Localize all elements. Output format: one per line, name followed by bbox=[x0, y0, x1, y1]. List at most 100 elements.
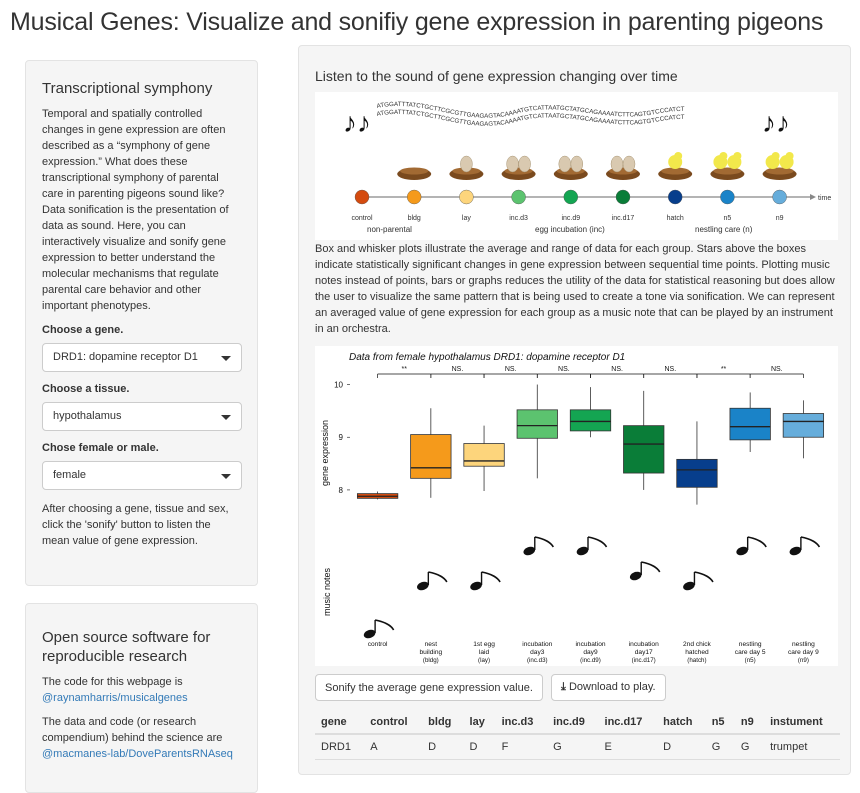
data-repo-link[interactable]: @macmanes-lab/DoveParentsRNAseq bbox=[42, 748, 233, 760]
nest-icon bbox=[501, 155, 536, 180]
table-cell: trumpet bbox=[764, 734, 840, 760]
music-note-lay bbox=[470, 571, 501, 591]
egg-icon bbox=[460, 155, 473, 173]
stage-label: bldg bbox=[408, 215, 421, 222]
box-bldg bbox=[410, 434, 452, 479]
sidebar-instructions: After choosing a gene, tissue and sex, c… bbox=[42, 503, 229, 547]
music-note-left-icon: ♪♪ bbox=[343, 107, 371, 138]
download-button[interactable]: ⤓ Download to play. bbox=[551, 674, 666, 701]
y-tick-label: 9 bbox=[339, 433, 344, 442]
egg-icon bbox=[622, 155, 636, 173]
significance-label: NS. bbox=[611, 366, 623, 373]
x-tick-label: (bldg) bbox=[423, 657, 439, 664]
box-lay bbox=[463, 443, 505, 467]
x-tick-label: nestling bbox=[739, 641, 762, 648]
x-tick-label: day3 bbox=[530, 649, 545, 656]
box-n9 bbox=[782, 413, 825, 438]
stage-dot-lay bbox=[459, 189, 474, 205]
table-header-cell: bldg bbox=[422, 710, 464, 735]
table-cell: A bbox=[364, 734, 423, 760]
data-text-label: The data and code (or research compendiu… bbox=[42, 716, 223, 744]
table-header-cell: hatch bbox=[657, 710, 706, 735]
main-panel: Listen to the sound of gene expression c… bbox=[298, 45, 851, 775]
table-header-cell: lay bbox=[463, 710, 496, 735]
box-inc.d17 bbox=[623, 425, 665, 474]
tissue-select-value: hypothalamus bbox=[53, 410, 122, 422]
table-header-cell: inc.d3 bbox=[495, 710, 548, 735]
table-cell: D bbox=[463, 734, 496, 760]
nest-icon bbox=[606, 155, 640, 180]
x-tick-label: day9 bbox=[583, 649, 598, 656]
code-repo-link[interactable]: @raynamharris/musicalgenes bbox=[42, 692, 188, 704]
code-text: The code for this webpage is @raynamharr… bbox=[42, 674, 241, 706]
tissue-select[interactable]: hypothalamus bbox=[42, 402, 242, 431]
music-note-control bbox=[363, 619, 395, 639]
y-tick-label: 10 bbox=[334, 381, 343, 390]
stage-label: lay bbox=[462, 215, 471, 222]
data-text: The data and code (or research compendiu… bbox=[42, 714, 241, 762]
music-note-right-icon: ♪♪ bbox=[762, 107, 790, 138]
stage-dot-control bbox=[354, 189, 370, 205]
stage-dot-hatch bbox=[668, 189, 683, 205]
music-note-bldg bbox=[417, 571, 448, 591]
gene-select[interactable]: DRD1: dopamine receptor D1 bbox=[42, 343, 242, 372]
nest-icon bbox=[658, 152, 693, 180]
code-text-label: The code for this webpage is bbox=[42, 676, 183, 688]
y-tick-label: 8 bbox=[339, 486, 344, 495]
chart-ylabel: gene expression bbox=[320, 420, 330, 486]
nest-icon bbox=[397, 167, 432, 180]
x-tick-label: incubation bbox=[522, 641, 552, 648]
table-cell: F bbox=[495, 734, 548, 760]
stage-dot-inc.d9 bbox=[563, 189, 579, 205]
x-tick-label: nest bbox=[425, 641, 438, 648]
significance-label: NS. bbox=[664, 366, 676, 373]
egg-icon bbox=[506, 155, 519, 173]
x-tick-label: nestling bbox=[792, 641, 815, 648]
x-tick-label: care day 5 bbox=[735, 649, 766, 656]
svg-text:♪♪: ♪♪ bbox=[762, 107, 790, 138]
egg-icon bbox=[518, 155, 531, 173]
x-tick-label: (hatch) bbox=[687, 657, 706, 664]
box-inc.d3 bbox=[516, 409, 558, 439]
significance-label: NS. bbox=[452, 366, 464, 373]
notes-table: gene control bldg lay inc.d3 inc.d9 inc.d17 hat… bbox=[315, 710, 840, 760]
x-tick-label: incubation bbox=[575, 641, 605, 648]
table-header-cell: n9 bbox=[734, 710, 765, 735]
table-header-cell: n5 bbox=[705, 710, 735, 735]
x-tick-label: day17 bbox=[635, 649, 653, 656]
stage-dot-inc.d17 bbox=[615, 189, 631, 205]
stage-dot-bldg bbox=[406, 189, 422, 205]
music-note-inc.d9 bbox=[576, 536, 608, 556]
x-tick-label: building bbox=[419, 649, 442, 656]
download-button-label: Download to play. bbox=[568, 681, 656, 693]
chart-description: Box and whisker plots illustrate the ave… bbox=[315, 243, 835, 335]
stage-label: n5 bbox=[724, 215, 732, 222]
significance-label: NS. bbox=[558, 366, 570, 373]
sex-select[interactable]: female bbox=[42, 461, 242, 490]
nest-illustrations bbox=[397, 152, 797, 180]
tissue-select-label: Choose a tissue. bbox=[42, 383, 130, 395]
box-hatch bbox=[676, 458, 718, 488]
music-note-n9 bbox=[789, 536, 821, 556]
table-cell: D bbox=[422, 734, 464, 760]
x-tick-label: (n9) bbox=[798, 657, 809, 664]
table-header-cell: instument bbox=[764, 710, 840, 735]
sex-select-value: female bbox=[53, 469, 87, 481]
x-tick-label: hatched bbox=[685, 649, 709, 656]
table-cell: G bbox=[734, 734, 765, 760]
stage-dot-n5 bbox=[720, 189, 735, 205]
caret-down-icon bbox=[221, 415, 231, 420]
egg-icon bbox=[558, 155, 572, 173]
x-tick-label: 1st egg bbox=[473, 641, 495, 648]
gene-select-label: Choose a gene. bbox=[42, 324, 124, 336]
music-note-n5 bbox=[736, 536, 767, 556]
stage-label: inc.d9 bbox=[561, 215, 580, 222]
table-header-cell: inc.d17 bbox=[598, 710, 658, 735]
svg-text:♪♪: ♪♪ bbox=[343, 107, 371, 138]
table-cell: G bbox=[705, 734, 735, 760]
app-title: Musical Genes: Visualize and sonifiy gen… bbox=[10, 8, 824, 36]
sex-select-label: Chose female or male. bbox=[42, 442, 159, 454]
sonify-button[interactable]: Sonify the average gene expression value… bbox=[315, 674, 543, 701]
main-heading: Listen to the sound of gene expression c… bbox=[315, 68, 678, 84]
nest-icon bbox=[762, 152, 797, 180]
